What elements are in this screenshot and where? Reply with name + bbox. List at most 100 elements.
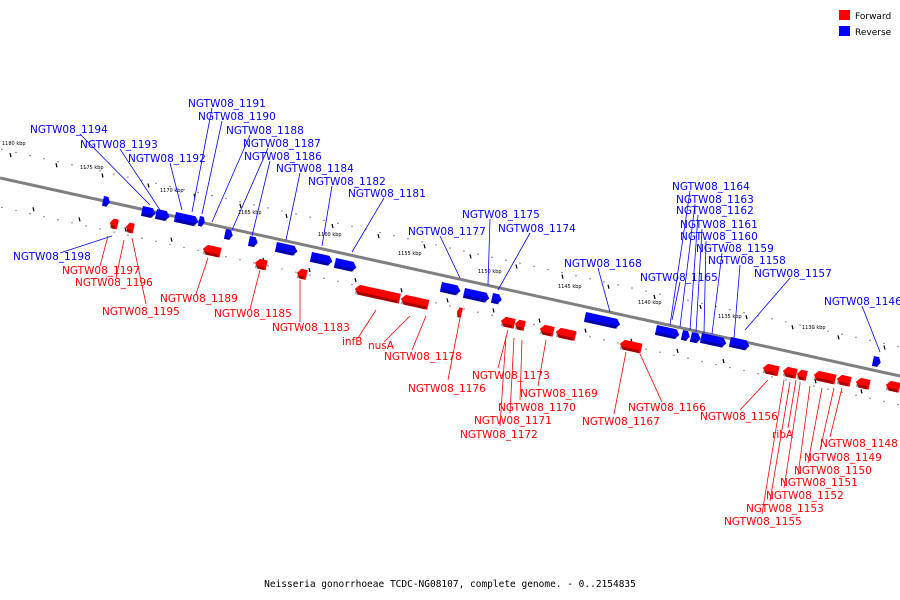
guide-dot: [449, 305, 451, 307]
tick-mark: [101, 173, 104, 178]
reverse-gene-label: NGTW08_1175: [462, 209, 540, 221]
kbp-tick-label: 1155 kbp: [398, 251, 422, 257]
tick-mark: [469, 254, 472, 259]
forward-leader-line: [447, 317, 461, 381]
forward-leader-line: [497, 329, 509, 369]
gene-body: [813, 370, 837, 385]
guide-dot: [323, 277, 325, 279]
forward-gene-label: NGTW08_1153: [746, 503, 824, 515]
gene-shadow: [334, 265, 355, 273]
gene-body: [125, 222, 135, 234]
tick-mark: [584, 328, 587, 333]
forward-leader-line: [807, 387, 823, 464]
gene-shadow: [782, 373, 795, 379]
gene-shadow: [655, 332, 677, 340]
gene-shadow: [202, 251, 219, 258]
guide-dot: [421, 241, 423, 243]
gene-shadow: [762, 370, 777, 376]
reverse-gene-label: NGTW08_1192: [128, 153, 206, 165]
guide-dot: [281, 268, 283, 270]
guide-dot: [659, 351, 661, 353]
gene-body: [274, 242, 298, 256]
forward-leader-line: [131, 237, 147, 305]
gene-body: [885, 380, 900, 393]
tick-mark: [676, 348, 679, 354]
guide-dot: [127, 234, 129, 236]
guide-dot: [631, 287, 633, 289]
tick-labels: 1180 kbp 1175 kbp 1170 kbp 1165 kbp 1160 kbp…: [2, 141, 826, 331]
reverse-gene-label: NGTW08_1194: [30, 124, 108, 136]
guide-dot: [813, 385, 815, 387]
forward-leader-line: [787, 379, 797, 429]
forward-leader-line: [537, 339, 547, 387]
forward-leader-line: [829, 387, 843, 438]
guide-dot: [155, 240, 157, 243]
forward-leader-line: [819, 387, 835, 451]
tick-mark: [147, 183, 150, 188]
tick-mark: [745, 314, 748, 320]
guide-dot: [519, 262, 521, 265]
forward-gene-arrow: [813, 370, 837, 385]
guide-dot: [57, 219, 59, 221]
guide-dot: [113, 173, 115, 175]
guide-dot: [393, 234, 395, 237]
gene-body: [699, 333, 727, 348]
reverse-gene-arrow: [728, 337, 750, 351]
guide-dot: [477, 311, 479, 313]
gene-shadow: [700, 340, 724, 348]
gene-shadow: [885, 387, 898, 393]
forward-gene-label: NGTW08_1151: [780, 477, 858, 489]
forward-gene-arrow: [836, 374, 852, 387]
tick-mark: [791, 325, 794, 330]
gene-body: [309, 252, 333, 266]
reverse-gene-arrow: [274, 242, 298, 257]
guide-dot: [687, 357, 689, 360]
forward-gene-label: NGTW08_1150: [794, 465, 872, 477]
guide-dot: [1, 206, 3, 209]
tick-mark: [538, 318, 541, 323]
forward-leader-line: [195, 257, 209, 295]
forward-gene-arrow: [796, 369, 808, 381]
reverse-gene-label: NGTW08_1146: [824, 296, 900, 308]
guide-dot: [85, 167, 87, 169]
kbp-tick-label: 1150 kbp: [478, 269, 502, 275]
reverse-gene-label: NGTW08_1165: [640, 272, 718, 284]
reverse-leader-line: [191, 107, 213, 213]
guide-dot: [197, 191, 199, 194]
gene-shadow: [555, 334, 574, 341]
tick-mark: [32, 207, 35, 212]
tick-mark: [78, 217, 81, 222]
guide-dot: [463, 250, 465, 252]
forward-leader-line: [613, 351, 627, 415]
gene-shadow: [224, 236, 231, 241]
guide-dot: [827, 330, 829, 332]
forward-gene-arrow: [456, 307, 463, 318]
guide-dot: [407, 238, 409, 240]
guide-dot: [281, 210, 283, 212]
forward-gene-label: NGTW08_1173: [472, 370, 550, 382]
guide-dot: [351, 225, 353, 228]
guide-dot: [309, 274, 311, 276]
forward-gene-arrow: [782, 366, 798, 379]
guide-dot: [799, 382, 801, 384]
guide-dot: [225, 256, 227, 258]
gene-body: [782, 366, 798, 379]
guide-dot: [505, 259, 507, 262]
guide-dot: [883, 342, 885, 345]
gene-features: [101, 196, 900, 393]
kbp-tick-label: 1130 kbp: [802, 325, 826, 331]
reverse-leader-line: [679, 203, 696, 328]
reverse-gene-label: NGTW08_1188: [226, 125, 304, 137]
gene-shadow: [491, 300, 500, 305]
gene-body: [796, 369, 808, 381]
guide-dot: [533, 323, 535, 326]
reverse-leader-line: [351, 197, 385, 253]
reverse-gene-label: NGTW08_1159: [696, 243, 774, 255]
gene-shadow: [155, 216, 168, 222]
forward-gene-arrow: [354, 284, 401, 304]
guide-dot: [869, 397, 871, 400]
guide-dot: [799, 324, 801, 326]
reverse-leader-line: [711, 252, 723, 335]
tick-mark: [492, 308, 495, 313]
gene-body: [490, 293, 502, 305]
